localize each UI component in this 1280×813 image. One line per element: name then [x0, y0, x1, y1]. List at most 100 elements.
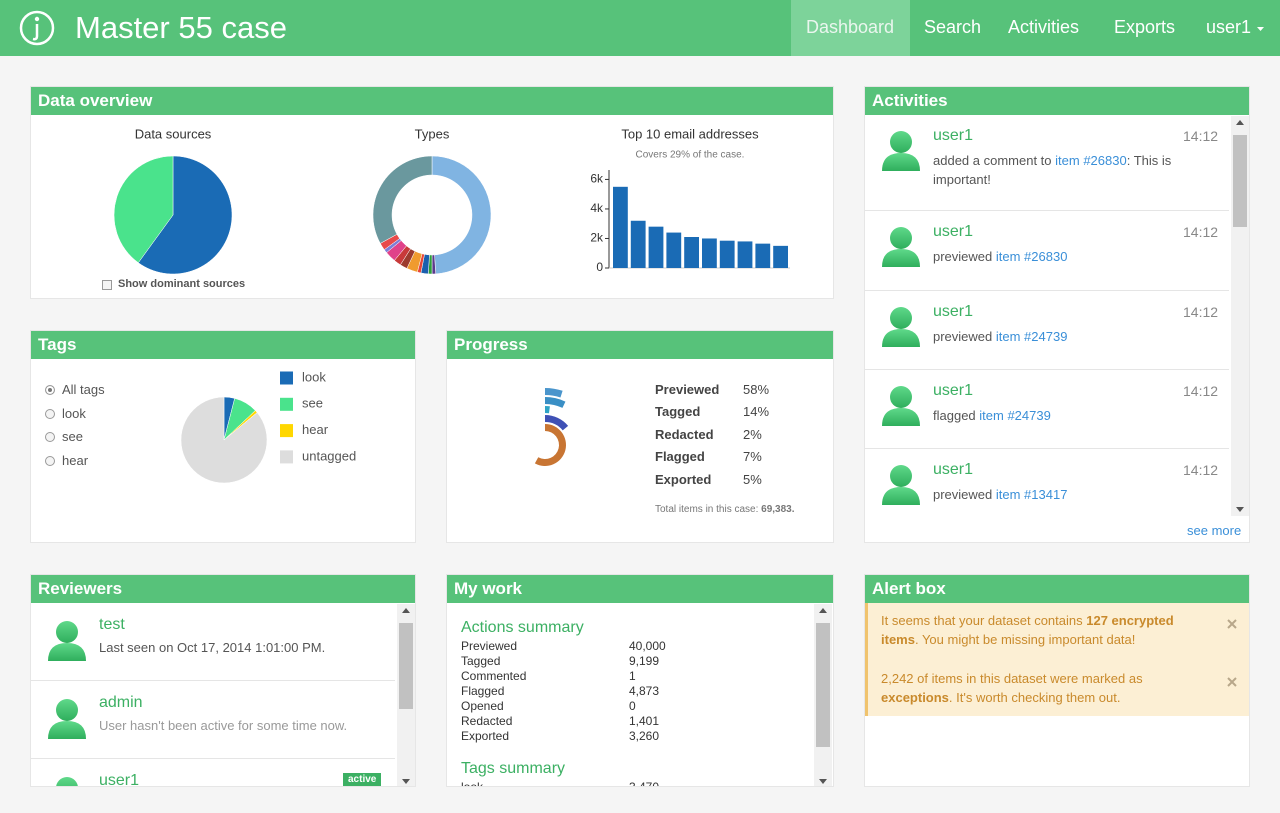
row-label: Tagged [461, 654, 501, 668]
alert-box [865, 603, 1249, 716]
nav-item[interactable]: Search [924, 17, 982, 37]
separator [865, 448, 1229, 449]
avatar [881, 129, 921, 171]
nav-item[interactable]: Exports [1114, 17, 1176, 37]
progress-label: Exported [655, 472, 712, 487]
panel: Progress Previewed 58% Tagged 14% Redacted 2% F… [446, 330, 834, 543]
avatar [881, 305, 921, 347]
separator [31, 680, 395, 681]
nav-active-bg [791, 0, 910, 56]
radio-label[interactable]: see [62, 429, 83, 444]
radio[interactable] [45, 456, 55, 466]
badge: active [343, 773, 382, 786]
alert-text: 2,242 of items in this dataset were mark… [881, 669, 1201, 707]
item-link[interactable]: item #26830 [1055, 153, 1127, 168]
scroll-up[interactable] [819, 608, 827, 613]
user-name[interactable]: user1 [933, 223, 974, 240]
panel: My work Actions summary Previewed 40,000 Tag… [446, 574, 834, 787]
time: 14:12 [1183, 224, 1219, 240]
close[interactable] [1227, 674, 1237, 687]
action: flagged [933, 408, 976, 423]
progress-value: 5% [743, 472, 762, 487]
scroll-up[interactable] [402, 608, 410, 613]
close[interactable] [1227, 616, 1237, 629]
scroll-down[interactable] [819, 779, 827, 784]
activity-text: flagged item #24739 [933, 406, 1228, 425]
radio-label[interactable]: look [62, 406, 86, 421]
activity-text: previewed item #13417 [933, 485, 1228, 504]
row-value: 4,873 [629, 684, 660, 698]
radio[interactable] [45, 432, 55, 442]
row-value: 1,401 [629, 714, 660, 728]
checkbox-label[interactable]: Show dominant sources [118, 278, 246, 290]
user-name[interactable]: user1 [933, 382, 974, 399]
row-value: 3,260 [629, 729, 660, 743]
reviewer-name[interactable]: admin [99, 694, 143, 711]
total-label: Total items in this case: [655, 504, 759, 515]
reviewer-name[interactable]: user1 [99, 772, 140, 787]
nav-item[interactable]: Activities [1008, 17, 1080, 37]
activity-text: previewed item #24739 [933, 327, 1228, 346]
section-title: Actions summary [461, 619, 584, 636]
scroll-down[interactable] [1236, 507, 1244, 512]
row-label: look [461, 780, 484, 787]
alert-text: It seems that your dataset contains 127 … [881, 611, 1201, 649]
avatar [47, 775, 87, 786]
progress-label: Previewed [655, 382, 720, 397]
action: previewed [933, 249, 993, 264]
panel-title: Tags [31, 331, 415, 359]
time: 14:12 [1183, 128, 1219, 144]
avatar [881, 225, 921, 267]
scrollbar-thumb[interactable] [816, 623, 830, 747]
user-name[interactable]: user1 [933, 127, 974, 144]
item-link[interactable]: item #24739 [995, 329, 1068, 344]
reviewer-name[interactable]: test [99, 616, 125, 633]
row-value: 3,470 [629, 780, 660, 787]
see-more[interactable]: see more [1187, 523, 1242, 538]
progress-value: 7% [743, 449, 762, 464]
top-bar: Master 55 case Dashboard Search Activiti… [0, 0, 1280, 56]
scroll-up[interactable] [1236, 120, 1244, 125]
panel: Tags All tags look see hear [30, 330, 416, 543]
user-name[interactable]: user1 [933, 303, 974, 320]
row-value: 9,199 [629, 654, 660, 668]
note: : This is important! [933, 153, 1172, 187]
caret [1257, 27, 1264, 31]
alert-bold: exceptions [881, 690, 949, 705]
item-link[interactable]: item #24739 [979, 408, 1051, 423]
panel: Reviewers test Last seen on Oct 17, 2014 1… [30, 574, 416, 787]
progress-value: 2% [743, 427, 762, 442]
progress-value: 14% [743, 404, 770, 419]
panel: Activities user1 14:12 added a comment to i… [864, 86, 1250, 543]
section-title: Tags summary [461, 760, 566, 777]
scrollbar-thumb[interactable] [1233, 135, 1247, 227]
avatar [881, 463, 921, 505]
item-link[interactable]: item #26830 [995, 249, 1068, 264]
avatar [881, 384, 921, 426]
radio-label[interactable]: All tags [62, 382, 105, 397]
nav-item[interactable]: Dashboard [806, 17, 895, 37]
radio[interactable] [45, 409, 55, 419]
activity-text: added a comment to item #26830: This is … [933, 151, 1228, 189]
logo[interactable] [18, 9, 58, 49]
separator [31, 758, 395, 759]
alert-before: It seems that your dataset contains [881, 613, 1083, 628]
total: Total items in this case: 69,383. [655, 504, 795, 515]
checkbox[interactable] [102, 280, 112, 290]
scroll-down[interactable] [402, 779, 410, 784]
panel-title: My work [447, 575, 833, 603]
total-value: 69,383. [761, 504, 795, 515]
user-name[interactable]: user1 [933, 461, 974, 478]
nav-item[interactable]: user1 [1206, 17, 1252, 37]
radio[interactable] [45, 385, 55, 395]
row-label: Flagged [461, 684, 505, 698]
row-label: Previewed [461, 639, 518, 653]
item-link[interactable]: item #13417 [995, 487, 1068, 502]
action: previewed [933, 329, 993, 344]
scrollbar-thumb[interactable] [399, 623, 413, 709]
avatar [47, 697, 87, 739]
separator [865, 290, 1229, 291]
separator [865, 210, 1229, 211]
radio-label[interactable]: hear [62, 453, 89, 468]
